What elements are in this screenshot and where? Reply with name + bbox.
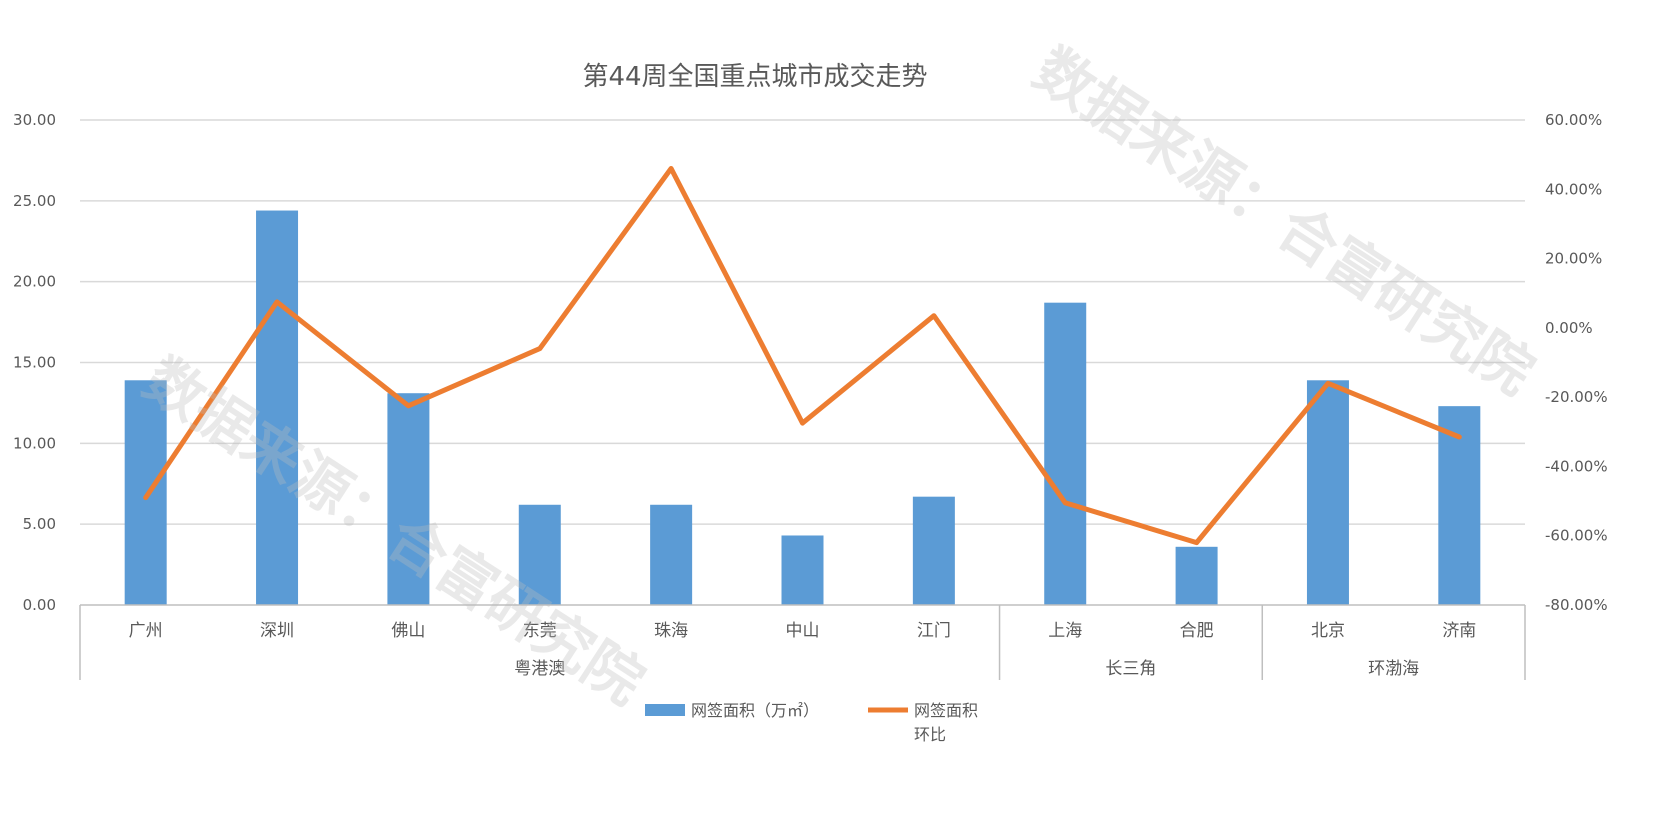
line-point xyxy=(143,495,148,500)
bar xyxy=(518,504,561,605)
y-left-tick-label: 0.00 xyxy=(23,596,56,614)
x-category-label: 深圳 xyxy=(260,621,294,641)
x-group-label: 长三角 xyxy=(1105,659,1156,679)
y-left-tick-label: 15.00 xyxy=(13,354,56,372)
chart-title: 第44周全国重点城市成交走势 xyxy=(582,62,927,92)
x-category-label: 北京 xyxy=(1311,621,1345,641)
bar xyxy=(256,210,299,606)
line-series xyxy=(143,166,1462,546)
y-right-tick-label: -20.00% xyxy=(1545,388,1608,406)
line-point xyxy=(275,299,280,304)
bar xyxy=(1306,380,1349,605)
x-category-label: 济南 xyxy=(1442,621,1476,641)
x-category-label: 江门 xyxy=(917,621,951,641)
bar xyxy=(124,380,167,605)
x-group-label: 环渤海 xyxy=(1368,659,1419,679)
line-point xyxy=(1063,500,1068,505)
y-right-tick-label: 40.00% xyxy=(1545,180,1602,198)
line-point xyxy=(406,403,411,408)
y-left-tick-label: 20.00 xyxy=(13,273,56,291)
line-point xyxy=(1325,381,1330,386)
y-right-tick-label: -40.00% xyxy=(1545,457,1608,475)
legend-line-label: 环比 xyxy=(914,725,946,744)
gridlines xyxy=(80,119,1525,525)
line-point xyxy=(537,346,542,351)
bar xyxy=(650,504,693,605)
line-point xyxy=(669,166,674,171)
y-right-tick-label: -80.00% xyxy=(1545,596,1608,614)
x-category-label: 上海 xyxy=(1048,621,1082,641)
legend-bar-label: 网签面积（万㎡） xyxy=(691,701,819,720)
y-left-tick-label: 25.00 xyxy=(13,192,56,210)
x-group-label: 粤港澳 xyxy=(514,659,565,679)
bar-series xyxy=(124,210,1481,606)
y-right-tick-label: 60.00% xyxy=(1545,111,1602,129)
legend-line-label: 网签面积 xyxy=(914,701,978,720)
y-right-tick-label: -60.00% xyxy=(1545,527,1608,545)
y-right-tick-label: 20.00% xyxy=(1545,250,1602,268)
axes: 0.00 5.00 10.00 15.00 20.00 25.00 30.00 -80.00%… xyxy=(13,111,1608,680)
x-category-label: 东莞 xyxy=(523,621,557,641)
y-left-tick-label: 5.00 xyxy=(23,515,56,533)
y-left-tick-label: 10.00 xyxy=(13,434,56,452)
line-point xyxy=(800,421,805,426)
bar xyxy=(912,496,955,605)
x-category-label: 合肥 xyxy=(1180,621,1214,641)
line-point xyxy=(1457,434,1462,439)
line-point xyxy=(1194,540,1199,545)
y-right-tick-label: 0.00% xyxy=(1545,319,1593,337)
bar xyxy=(1175,546,1218,605)
x-category-label: 佛山 xyxy=(391,621,425,641)
x-category-label: 中山 xyxy=(786,621,820,641)
bar xyxy=(387,393,430,605)
legend-bar-swatch xyxy=(645,704,685,716)
watermark-text: 数据来源：合富研究院 xyxy=(1022,35,1545,408)
y-left-tick-label: 30.00 xyxy=(13,111,56,129)
bar xyxy=(781,535,824,605)
line-point xyxy=(931,313,936,318)
x-category-label: 珠海 xyxy=(654,621,688,641)
bar xyxy=(1044,302,1087,605)
x-category-label: 广州 xyxy=(129,621,163,641)
